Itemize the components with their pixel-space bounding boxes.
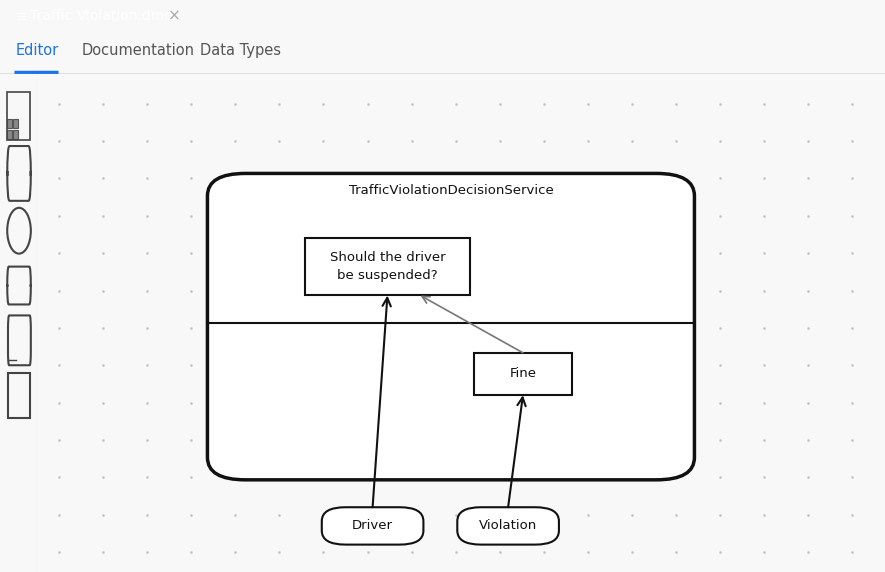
Text: be suspended?: be suspended?: [337, 269, 438, 283]
Text: Fine: Fine: [510, 367, 536, 380]
Text: Data Types: Data Types: [200, 43, 281, 58]
FancyBboxPatch shape: [13, 130, 18, 138]
Text: Traffic Violation.dmn: Traffic Violation.dmn: [30, 9, 173, 23]
FancyBboxPatch shape: [458, 507, 559, 545]
FancyBboxPatch shape: [13, 118, 18, 128]
Text: Documentation: Documentation: [82, 43, 195, 58]
Text: Editor: Editor: [16, 43, 59, 58]
FancyBboxPatch shape: [7, 130, 12, 138]
Text: ≡: ≡: [14, 9, 27, 24]
FancyBboxPatch shape: [322, 507, 423, 545]
FancyBboxPatch shape: [7, 118, 12, 128]
Text: Driver: Driver: [352, 519, 393, 533]
Text: Should the driver: Should the driver: [329, 251, 445, 264]
Text: TrafficViolationDecisionService: TrafficViolationDecisionService: [349, 184, 553, 197]
Text: Violation: Violation: [479, 519, 537, 533]
FancyBboxPatch shape: [474, 353, 572, 395]
FancyBboxPatch shape: [207, 173, 695, 480]
Text: ×: ×: [168, 9, 181, 24]
FancyBboxPatch shape: [304, 238, 470, 296]
